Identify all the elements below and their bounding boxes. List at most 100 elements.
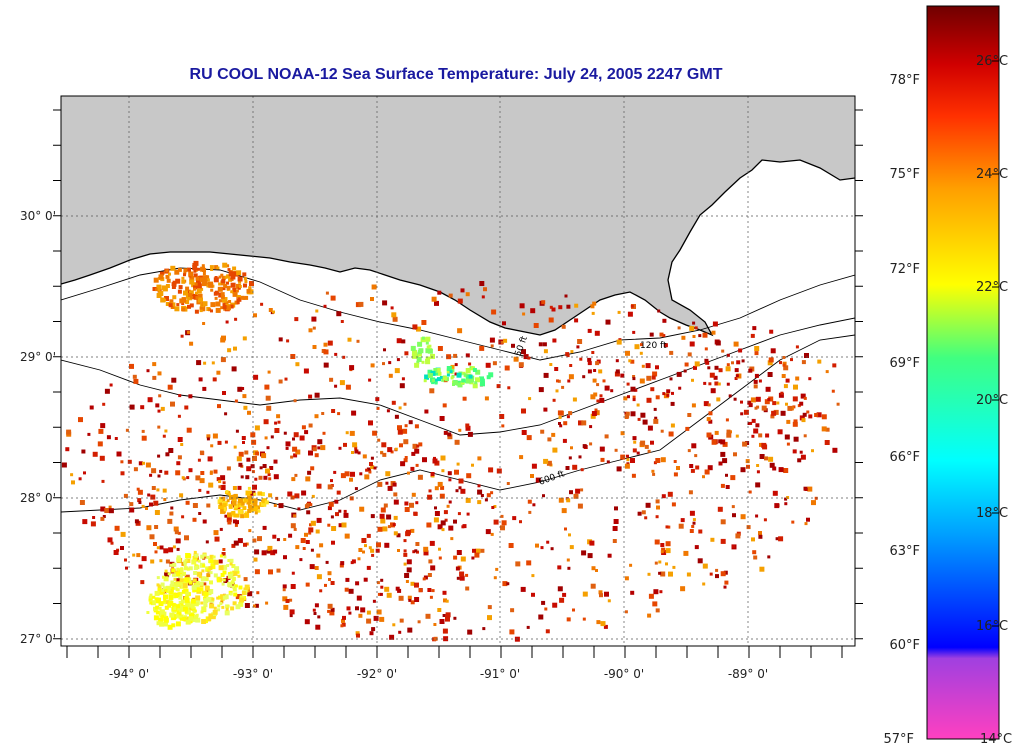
sst-pixel <box>442 403 447 408</box>
sst-pixel <box>293 527 297 531</box>
sst-pixel <box>236 270 242 276</box>
sst-pixel <box>487 605 492 610</box>
sst-pixel <box>141 556 147 562</box>
sst-pixel <box>825 427 830 432</box>
sst-pixel <box>733 397 737 401</box>
sst-pixel <box>459 571 465 577</box>
sst-pixel <box>545 629 550 634</box>
sst-pixel <box>339 563 344 568</box>
sst-pixel <box>243 577 248 582</box>
sst-pixel <box>642 419 648 425</box>
sst-pixel <box>170 401 175 407</box>
sst-pixel <box>387 525 391 529</box>
sst-pixel <box>366 565 371 570</box>
sst-pixel <box>145 507 148 510</box>
sst-pixel <box>640 440 646 446</box>
sst-pixel <box>439 493 445 499</box>
sst-pixel <box>264 500 269 505</box>
sst-pixel <box>238 585 243 590</box>
sst-pixel <box>610 389 614 393</box>
sst-pixel <box>172 562 177 567</box>
sst-pixel <box>667 525 671 529</box>
sst-pixel <box>658 560 662 564</box>
sst-pixel <box>239 597 245 603</box>
sst-pixel <box>468 362 472 366</box>
sst-pixel <box>290 455 294 459</box>
sst-pixel <box>472 368 477 372</box>
sst-pixel <box>181 476 185 480</box>
sst-pixel <box>343 512 349 518</box>
sst-pixel <box>317 615 321 619</box>
sst-pixel <box>592 301 597 306</box>
sst-pixel <box>341 622 346 627</box>
sst-pixel <box>161 614 165 618</box>
sst-pixel <box>183 566 188 571</box>
sst-pixel <box>242 336 247 341</box>
sst-pixel <box>148 595 152 599</box>
sst-pixel <box>364 544 367 548</box>
sst-pixel <box>228 277 233 282</box>
sst-pixel <box>184 596 189 601</box>
sst-pixel <box>410 528 415 533</box>
sst-pixel <box>133 467 138 472</box>
sst-pixel <box>799 450 803 454</box>
sst-pixel <box>532 503 536 507</box>
sst-pixel <box>446 366 452 371</box>
sst-pixel <box>637 417 641 421</box>
sst-pixel <box>767 555 771 559</box>
sst-pixel <box>173 592 177 596</box>
sst-pixel <box>590 394 596 400</box>
sst-pixel <box>264 436 268 440</box>
sst-pixel <box>379 592 383 596</box>
sst-pixel <box>136 487 140 491</box>
sst-pixel <box>758 433 763 438</box>
sst-pixel <box>267 545 273 551</box>
sst-pixel <box>387 485 393 491</box>
sst-pixel <box>207 617 212 622</box>
sst-pixel <box>309 564 315 570</box>
sst-pixel <box>405 580 409 583</box>
sst-pixel <box>314 392 320 398</box>
sst-pixel <box>383 348 386 352</box>
sst-pixel <box>177 267 182 272</box>
sst-pixel <box>193 273 198 278</box>
sst-pixel <box>614 506 618 511</box>
sst-pixel <box>180 443 184 446</box>
sst-pixel <box>569 490 573 495</box>
sst-pixel <box>169 299 174 304</box>
sst-pixel <box>426 345 430 349</box>
sst-pixel <box>154 597 159 602</box>
sst-pixel <box>188 580 193 585</box>
sst-pixel <box>572 608 575 612</box>
sst-pixel <box>708 419 713 424</box>
sst-pixel <box>157 371 162 376</box>
sst-pixel <box>397 425 402 431</box>
sst-pixel <box>349 496 354 501</box>
sst-pixel <box>657 309 661 313</box>
sst-pixel <box>209 603 215 609</box>
sst-pixel <box>142 461 145 465</box>
sst-pixel <box>715 340 721 346</box>
sst-pixel <box>720 483 725 488</box>
sst-pixel <box>801 360 806 365</box>
sst-pixel <box>685 426 690 431</box>
sst-pixel <box>792 421 798 427</box>
sst-pixel <box>247 495 252 501</box>
sst-pixel <box>228 494 234 500</box>
sst-pixel <box>288 533 293 538</box>
sst-pixel <box>452 380 458 386</box>
sst-pixel <box>175 588 179 592</box>
sst-pixel <box>204 585 210 591</box>
sst-pixel <box>477 456 482 461</box>
sst-pixel <box>358 548 363 552</box>
sst-pixel <box>390 306 394 310</box>
sst-pixel <box>735 434 739 438</box>
sst-pixel <box>542 342 547 347</box>
sst-pixel <box>460 288 465 293</box>
sst-pixel <box>157 425 161 429</box>
sst-pixel <box>162 591 166 595</box>
sst-pixel <box>155 403 160 408</box>
sst-pixel <box>195 595 201 601</box>
sst-pixel <box>311 316 317 322</box>
sst-pixel <box>222 481 226 485</box>
